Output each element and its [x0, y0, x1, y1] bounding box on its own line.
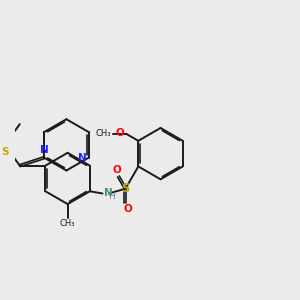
Text: N: N [104, 188, 112, 198]
Text: O: O [123, 204, 132, 214]
Text: H: H [108, 192, 115, 201]
Text: O: O [115, 128, 124, 138]
Text: S: S [121, 182, 130, 195]
Text: N: N [40, 145, 49, 154]
Text: O: O [112, 165, 121, 175]
Text: S: S [1, 147, 8, 158]
Text: N: N [78, 153, 86, 163]
Text: CH₃: CH₃ [96, 129, 112, 138]
Text: CH₃: CH₃ [60, 220, 75, 229]
